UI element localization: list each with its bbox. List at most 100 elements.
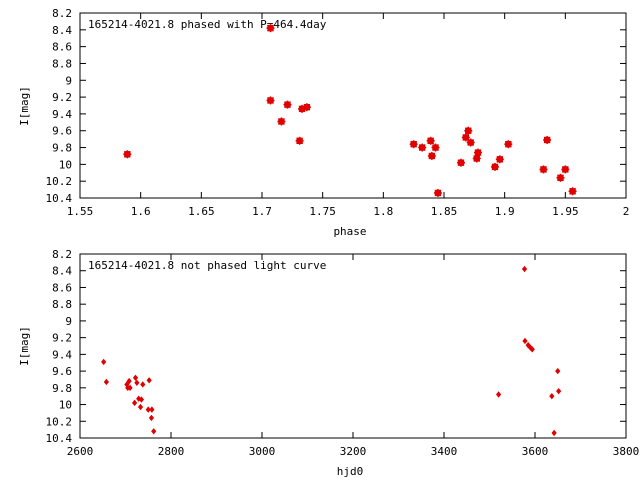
phased-chart-title: 165214-4021.8 phased with P=464.4day <box>88 18 327 31</box>
unphased-data-point <box>151 428 157 435</box>
unphased-data-point <box>126 377 132 385</box>
phased-data-point <box>283 100 292 109</box>
phased-plot-frame <box>79 12 627 199</box>
unphased-y-tick-label: 10 <box>59 399 72 412</box>
unphased-data-point <box>127 384 133 392</box>
phased-data-point <box>473 148 482 157</box>
phased-data-point <box>302 103 311 112</box>
unphased-data-point <box>521 265 528 273</box>
phased-data-point <box>266 96 275 105</box>
phased-data-point <box>433 188 442 197</box>
unphased-light-curve-panel: 165214-4021.8 not phased light curve hjd… <box>18 248 639 478</box>
unphased-x-tick-label: 3200 <box>340 445 367 458</box>
phased-y-tick-label: 9.8 <box>52 142 72 155</box>
unphased-data-point <box>148 414 155 422</box>
phased-data-point <box>556 173 565 182</box>
phased-x-tick-label: 1.85 <box>431 205 458 218</box>
phased-y-tick-label: 9.2 <box>52 91 72 104</box>
unphased-chart-title: 165214-4021.8 not phased light curve <box>88 259 326 272</box>
unphased-data-point <box>549 392 555 400</box>
unphased-data-point <box>101 358 107 366</box>
phased-y-axis-label: I[mag] <box>18 86 31 126</box>
phased-data-point <box>427 151 436 160</box>
phased-x-tick-label: 1.95 <box>552 205 579 218</box>
unphased-y-tick-label: 8.2 <box>52 248 72 261</box>
phased-x-tick-label: 1.65 <box>188 205 215 218</box>
phased-data-point <box>495 155 504 164</box>
phased-data-point <box>409 140 418 149</box>
phased-data-point <box>466 138 475 147</box>
unphased-data-point <box>146 377 152 384</box>
phased-y-tick-label: 8.2 <box>52 7 72 20</box>
unphased-y-tick-label: 8.4 <box>52 265 72 278</box>
unphased-data-point <box>522 337 528 345</box>
unphased-data-point <box>149 406 155 413</box>
phased-x-tick-label: 1.7 <box>252 205 272 218</box>
phased-data-point <box>490 162 499 171</box>
unphased-y-tick-label: 8.6 <box>52 281 72 294</box>
unphased-y-tick-label: 9.2 <box>52 332 72 345</box>
phased-y-tick-label: 8.8 <box>52 57 72 70</box>
unphased-x-tick-label: 2600 <box>67 445 94 458</box>
phased-y-tick-label: 9 <box>65 74 72 87</box>
unphased-data-point <box>496 391 502 398</box>
phased-x-tick-label: 1.55 <box>67 205 94 218</box>
unphased-data-point <box>145 406 151 413</box>
unphased-data-point <box>529 346 535 353</box>
unphased-x-tick-label: 3800 <box>613 445 640 458</box>
phased-data-point <box>266 24 275 33</box>
phased-data-point <box>539 165 548 174</box>
phased-y-tick-label: 9.4 <box>52 108 72 121</box>
unphased-x-tick-label: 3000 <box>249 445 276 458</box>
phased-data-point <box>426 136 435 145</box>
unphased-data-point <box>551 429 557 437</box>
unphased-data-point <box>138 396 145 403</box>
phased-data-point <box>431 143 440 152</box>
unphased-y-tick-label: 10.4 <box>46 432 73 445</box>
unphased-plot-frame <box>79 253 627 439</box>
phased-y-tick-label: 10 <box>59 158 72 171</box>
phased-y-tick-label: 8.6 <box>52 41 72 54</box>
phased-data-point <box>123 150 132 159</box>
phased-data-point <box>504 140 513 149</box>
unphased-data-point <box>132 399 138 407</box>
phased-data-point <box>464 126 473 135</box>
phased-y-tick-label: 10.2 <box>46 175 73 188</box>
unphased-y-tick-label: 9 <box>65 315 72 328</box>
phased-x-tick-label: 2 <box>623 205 630 218</box>
unphased-data-point <box>132 374 139 381</box>
phased-data-point <box>456 158 465 167</box>
unphased-x-axis-label: hjd0 <box>337 465 364 478</box>
phased-data-point <box>568 187 577 196</box>
unphased-y-tick-label: 9.6 <box>52 365 72 378</box>
unphased-x-tick-label: 3600 <box>522 445 549 458</box>
unphased-data-point <box>137 403 144 411</box>
phased-x-tick-label: 1.8 <box>373 205 393 218</box>
phased-x-tick-label: 1.75 <box>309 205 336 218</box>
phased-data-point <box>472 154 481 163</box>
phased-data-point <box>543 135 552 144</box>
unphased-data-point <box>103 378 109 386</box>
unphased-x-tick-label: 2800 <box>158 445 185 458</box>
unphased-x-tick-label: 3400 <box>431 445 458 458</box>
phased-x-tick-label: 1.9 <box>495 205 515 218</box>
phased-data-point <box>295 136 304 145</box>
phased-y-tick-label: 8.4 <box>52 24 72 37</box>
phased-data-point <box>561 165 570 174</box>
phased-y-tick-label: 10.4 <box>46 192 73 205</box>
unphased-data-point <box>525 341 531 349</box>
phased-data-point <box>277 117 286 126</box>
phased-x-axis-label: phase <box>333 225 366 238</box>
unphased-data-point <box>140 381 146 388</box>
unphased-data-point <box>556 387 562 395</box>
phased-light-curve-panel: 165214-4021.8 phased with P=464.4day pha… <box>18 7 629 238</box>
unphased-data-point <box>555 367 561 375</box>
phased-data-point <box>418 143 427 152</box>
unphased-y-tick-label: 8.8 <box>52 298 72 311</box>
phased-x-tick-label: 1.6 <box>131 205 151 218</box>
unphased-y-tick-label: 9.8 <box>52 382 72 395</box>
unphased-y-tick-label: 9.4 <box>52 348 72 361</box>
unphased-y-tick-label: 10.2 <box>46 415 73 428</box>
unphased-data-point <box>134 379 140 386</box>
